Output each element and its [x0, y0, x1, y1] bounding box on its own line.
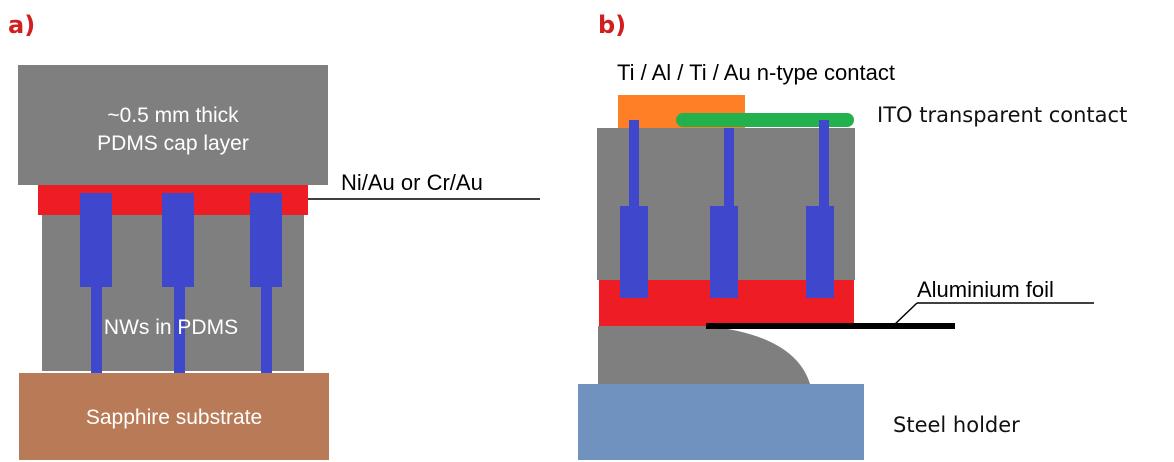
n-contact-label: Ti / Al / Ti / Au n-type contact — [617, 60, 895, 85]
panel-b: b) Ti / Al / Ti / Au n-type contact ITO … — [578, 11, 1127, 460]
ito-contact-label: ITO transparent contact — [877, 103, 1127, 127]
nanowire-thin-b3 — [819, 120, 829, 206]
nanowire-thick-3 — [250, 193, 282, 287]
panel-a-label: a) — [8, 11, 35, 39]
steel-holder — [578, 384, 864, 460]
curved-pdms-support — [598, 326, 810, 384]
panel-b-label: b) — [598, 11, 626, 39]
sapphire-substrate — [19, 373, 329, 460]
ito-contact-bar — [676, 113, 854, 127]
nanowire-thin-1 — [91, 287, 102, 373]
nanowire-thick-1 — [80, 193, 112, 287]
nanowires-a — [80, 193, 282, 373]
nanowire-thin-b1 — [629, 120, 639, 206]
nanowire-thin-b2 — [724, 128, 734, 206]
steel-holder-label: Steel holder — [893, 413, 1020, 437]
nanowire-thick-2 — [162, 193, 194, 287]
foil-callout-line — [892, 302, 918, 327]
nws-label: NWs in PDMS — [104, 316, 238, 339]
foil-label: Aluminium foil — [917, 277, 1054, 302]
nanowire-thick-b3 — [806, 206, 834, 298]
nanowire-thick-b1 — [620, 206, 648, 298]
metal-contact-label: Ni/Au or Cr/Au — [341, 170, 483, 195]
nanowire-thick-b2 — [710, 206, 738, 298]
nanowires-b — [620, 120, 834, 298]
cap-layer-text-1: ~0.5 mm thick — [107, 104, 239, 127]
substrate-label: Sapphire substrate — [86, 406, 262, 429]
cap-layer-text-2: PDMS cap layer — [97, 132, 249, 155]
nanowire-thin-2 — [174, 287, 185, 373]
panel-a: a) ~0.5 mm thick PDMS cap layer NWs in P… — [8, 11, 540, 460]
pdms-cap-layer — [18, 65, 328, 185]
nanowire-thin-3 — [261, 287, 272, 373]
